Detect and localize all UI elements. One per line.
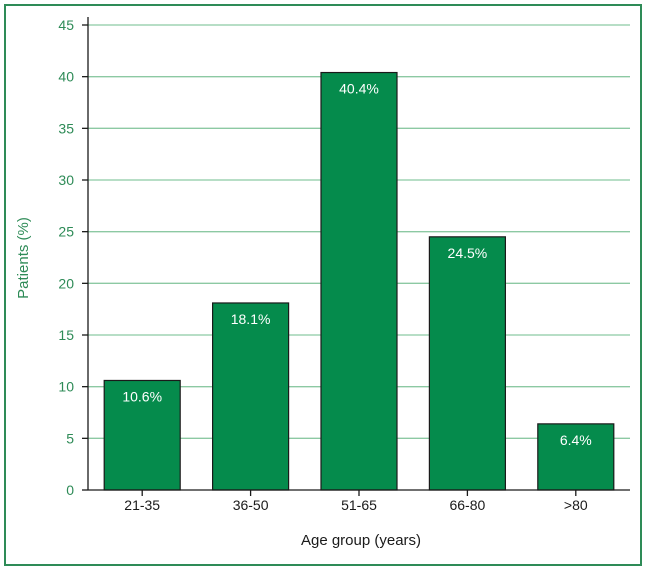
y-tick-label: 30 (58, 172, 74, 188)
data-label: 10.6% (122, 388, 162, 404)
x-tick-label: 51-65 (341, 497, 377, 513)
y-ticks: 0 5 10 15 20 25 30 35 40 45 (58, 17, 88, 498)
y-tick-label: 15 (58, 327, 74, 343)
data-label: 6.4% (560, 432, 592, 448)
x-tick-label: >80 (564, 497, 588, 513)
y-tick-label: 5 (66, 430, 74, 446)
y-tick-label: 25 (58, 224, 74, 240)
bar-5165 (320, 71, 398, 491)
data-label: 24.5% (448, 245, 488, 261)
data-label: 18.1% (231, 311, 271, 327)
y-tick-label: 35 (58, 120, 74, 136)
x-ticks: 21-35 36-50 51-65 66-80 >80 (124, 490, 588, 513)
y-tick-label: 45 (58, 17, 74, 33)
y-axis-title: Patients (%) (15, 217, 32, 299)
y-tick-label: 40 (58, 69, 74, 85)
data-labels: 10.6% 18.1% 40.4% 24.5% 6.4% (122, 81, 591, 448)
y-tick-label: 0 (66, 482, 74, 498)
bars (103, 71, 615, 491)
y-tick-label: 20 (58, 275, 74, 291)
data-label: 40.4% (339, 81, 379, 97)
x-tick-label: 21-35 (124, 497, 160, 513)
x-axis-title: Age group (years) (301, 532, 421, 549)
y-tick-label: 10 (58, 379, 74, 395)
x-tick-label: 66-80 (449, 497, 485, 513)
bar-3650 (212, 302, 290, 491)
x-tick-label: 36-50 (233, 497, 269, 513)
bar-6680 (428, 236, 506, 491)
